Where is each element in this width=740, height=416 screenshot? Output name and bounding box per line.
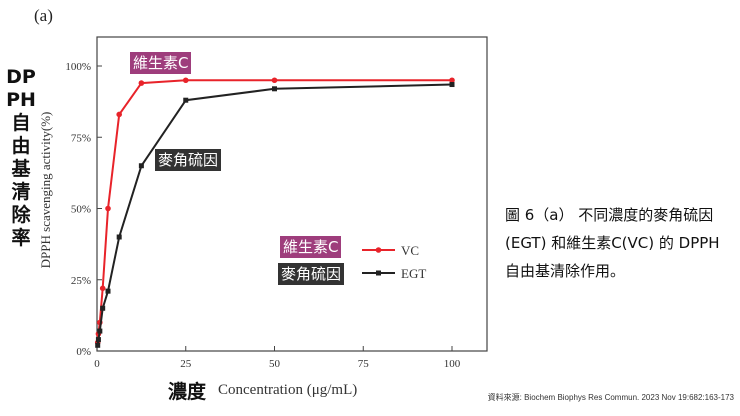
- legend-label-vc: VC: [401, 243, 419, 258]
- y-tick-label: 50%: [71, 204, 91, 216]
- vc-curve-annotation: 維生素C: [130, 52, 192, 74]
- data-point-vc: [105, 205, 111, 212]
- data-point-egt: [95, 342, 101, 348]
- data-point-egt: [105, 288, 111, 294]
- data-point-egt: [183, 97, 189, 103]
- legend-marker-vc: [375, 247, 382, 253]
- data-point-vc: [99, 285, 106, 292]
- vc-legend-annotation: 維生素C: [280, 236, 342, 258]
- data-point-egt: [272, 86, 277, 92]
- data-point-vc: [271, 77, 278, 84]
- legend-label-egt: EGT: [401, 266, 426, 281]
- data-point-egt: [138, 163, 144, 169]
- y-tick-label: 75%: [71, 132, 91, 144]
- data-point-vc: [116, 111, 122, 118]
- y-axis-chinese-label: DPPH自由基清除率: [6, 66, 36, 249]
- source-citation: 資料來源: Biochem Biophys Res Commun. 2023 N…: [487, 393, 734, 402]
- data-point-vc: [182, 77, 189, 84]
- egt-legend-annotation: 麥角硫因: [278, 263, 345, 285]
- figure-caption: 圖 6（a） 不同濃度的麥角硫因(EGT) 和維生素C(VC) 的 DPPH自由…: [505, 206, 720, 280]
- data-point-vc: [449, 77, 455, 84]
- x-tick-label: 100: [444, 358, 461, 370]
- series-line-vc: [96, 79, 452, 343]
- legend-marker-egt: [376, 270, 381, 276]
- data-point-egt: [95, 337, 101, 343]
- data-point-egt: [97, 328, 103, 334]
- y-axis-label: DPPH scavenging activity(%): [38, 112, 53, 269]
- y-tick-label: 0%: [76, 346, 91, 358]
- x-tick-label: 0: [94, 358, 100, 370]
- x-tick-label: 75: [358, 358, 370, 370]
- data-point-vc: [138, 80, 145, 86]
- data-point-egt: [449, 82, 455, 88]
- plot-frame: [96, 36, 488, 352]
- data-point-egt: [116, 234, 122, 240]
- egt-curve-annotation: 麥角硫因: [155, 149, 222, 171]
- x-axis-chinese-label: 濃度: [168, 381, 207, 403]
- y-tick-label: 25%: [71, 275, 91, 287]
- y-tick-label: 100%: [65, 61, 91, 73]
- x-tick-label: 50: [269, 358, 281, 370]
- panel-label: (a): [34, 6, 53, 25]
- x-axis-label: Concentration (μg/mL): [218, 382, 358, 398]
- x-tick-label: 25: [180, 358, 192, 370]
- data-point-egt: [100, 305, 106, 311]
- series-line-egt: [96, 83, 453, 346]
